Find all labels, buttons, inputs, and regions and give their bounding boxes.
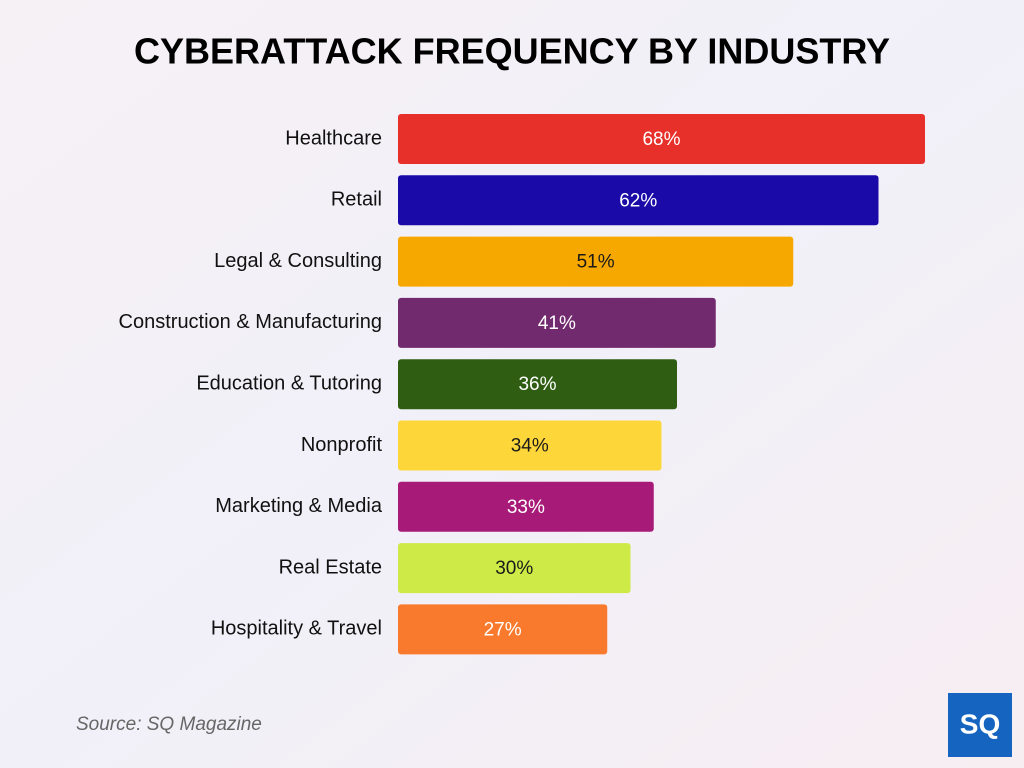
bar [398,175,879,226]
category-label: Retail [331,189,382,211]
value-label: 34% [511,436,549,457]
category-label: Nonprofit [301,434,383,456]
category-label: Hospitality & Travel [211,618,382,640]
category-label: Construction & Manufacturing [119,311,382,333]
bar [398,481,654,532]
value-label: 62% [619,190,657,211]
category-label: Real Estate [279,556,382,578]
value-label: 27% [484,619,522,640]
value-label: 68% [642,129,680,150]
logo-box [948,693,1012,757]
bar [398,420,662,471]
category-label: Legal & Consulting [214,250,382,272]
bar [398,543,631,594]
category-label: Education & Tutoring [196,372,382,394]
bar [398,604,608,655]
chart-title: CYBERATTACK FREQUENCY BY INDUSTRY [134,31,890,72]
bar [398,114,925,164]
category-label: Marketing & Media [215,495,383,517]
bar [398,236,794,287]
bar [398,359,677,410]
logo: SQ [960,708,1000,739]
value-label: 41% [538,313,576,334]
value-label: 30% [495,558,533,579]
source: Source: SQ Magazine [76,714,262,735]
value-label: 51% [577,252,615,273]
value-label: 33% [507,497,545,518]
bar [398,297,716,348]
category-label: Healthcare [285,127,382,149]
value-label: 36% [518,374,556,395]
